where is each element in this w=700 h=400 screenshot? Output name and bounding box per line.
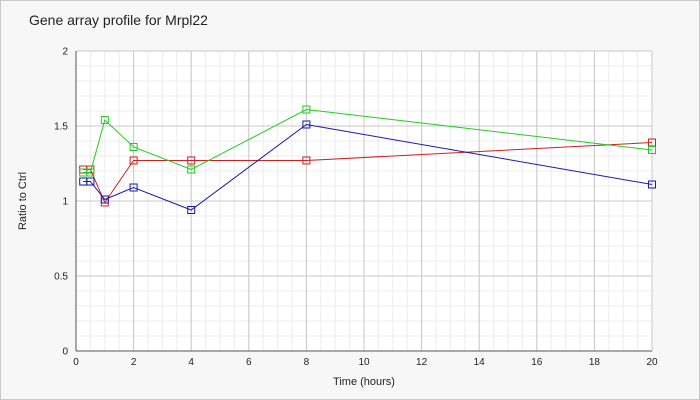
x-tick-label: 2 — [131, 357, 137, 368]
series-3-marker — [302, 120, 311, 129]
y-tick-label: 0.5 — [54, 272, 68, 283]
series-2-marker — [187, 165, 196, 174]
x-tick-label: 20 — [646, 357, 658, 368]
series-2-marker — [648, 146, 656, 154]
x-tick-label: 6 — [246, 357, 252, 368]
series-2-marker — [129, 143, 138, 151]
y-tick-label: 1.5 — [54, 122, 68, 133]
x-tick-label: 18 — [589, 357, 601, 368]
series-1-marker — [187, 156, 196, 165]
series-line-2 — [83, 108, 653, 173]
series-3-marker — [86, 177, 95, 186]
series-2-marker — [100, 116, 109, 124]
x-tick-label: 0 — [73, 357, 79, 368]
series-2-marker — [302, 105, 311, 114]
series-3-marker — [100, 195, 109, 204]
tick-labels: 0 2 4 6 8 10 12 14 16 18 20 0 0.5 1 1.5 2 — [54, 47, 658, 369]
series-3-marker — [187, 206, 196, 214]
series-line-3 — [83, 123, 653, 211]
x-tick-label: 12 — [416, 357, 428, 368]
series-1-marker — [302, 156, 311, 165]
x-tick-label: 14 — [474, 357, 486, 368]
x-tick-label: 16 — [531, 357, 543, 368]
x-tick-label: 8 — [304, 357, 310, 368]
series-1-marker — [129, 156, 138, 165]
series-3-marker — [648, 180, 656, 189]
series-2-marker — [86, 168, 95, 177]
y-tick-label: 1 — [62, 197, 68, 208]
x-tick-label: 10 — [358, 357, 370, 368]
series-3-marker — [129, 183, 138, 192]
series-layer — [79, 105, 656, 214]
chart-title: Gene array profile for Mrpl22 — [29, 12, 208, 28]
y-axis-label: Ratio to Ctrl — [17, 172, 29, 230]
x-axis-label: Time (hours) — [333, 376, 395, 388]
y-tick-label: 2 — [62, 47, 68, 58]
y-tick-label: 0 — [62, 347, 68, 358]
x-tick-label: 4 — [188, 357, 194, 368]
